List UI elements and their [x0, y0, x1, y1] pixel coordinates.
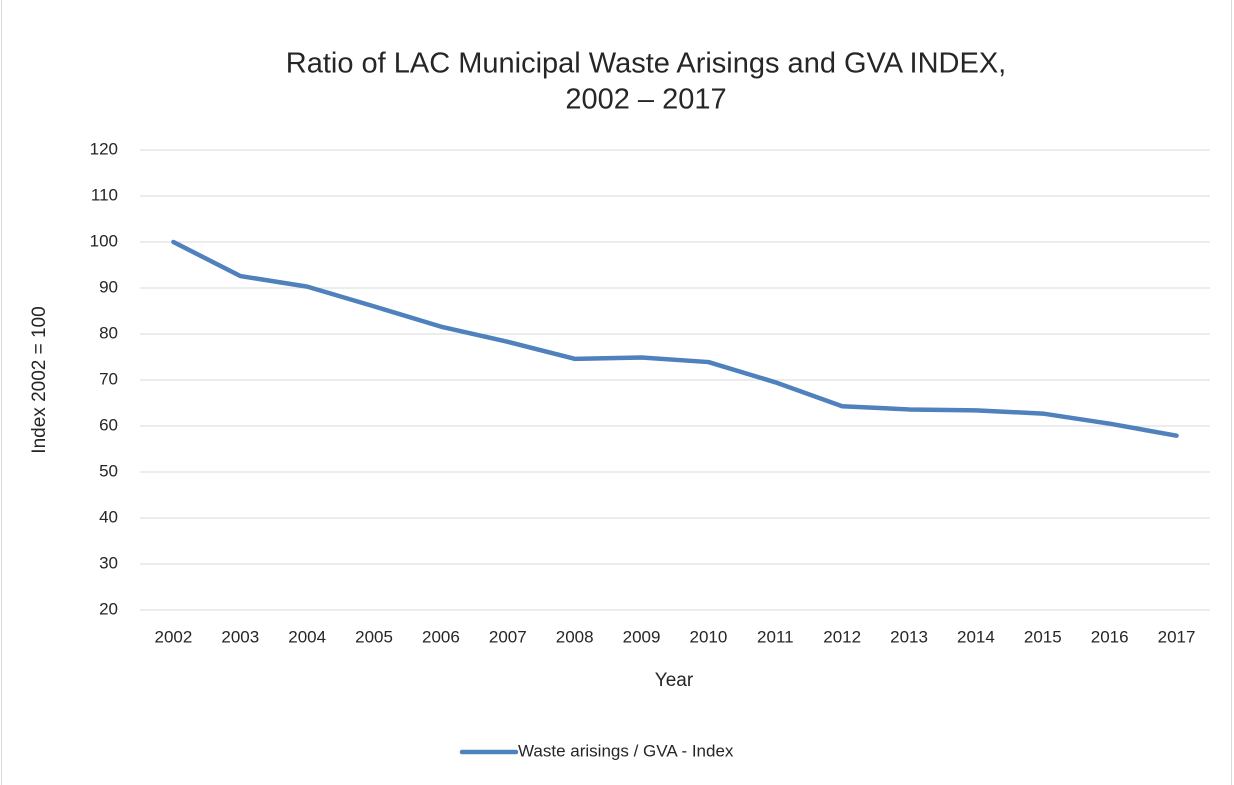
- x-tick-label: 2017: [1158, 627, 1196, 646]
- y-tick-label: 70: [99, 369, 118, 388]
- y-tick-label: 50: [99, 461, 118, 480]
- y-axis-label: Index 2002 = 100: [29, 306, 50, 453]
- x-tick-label: 2002: [155, 627, 193, 646]
- x-tick-label: 2006: [422, 627, 460, 646]
- chart-title: Ratio of LAC Municipal Waste Arisings an…: [286, 48, 1006, 80]
- x-tick-label: 2007: [489, 627, 527, 646]
- y-tick-label: 30: [99, 553, 118, 572]
- x-tick-label: 2014: [957, 627, 995, 646]
- x-tick-label: 2012: [823, 627, 861, 646]
- x-tick-label: 2015: [1024, 627, 1062, 646]
- x-tick-label: 2013: [890, 627, 928, 646]
- data-line: [171, 239, 1179, 438]
- y-tick-label: 110: [91, 185, 118, 204]
- y-tick-label: 90: [99, 277, 118, 296]
- x-tick-label: 2016: [1091, 627, 1129, 646]
- x-tick-label: 2005: [355, 627, 393, 646]
- x-tick-label: 2010: [690, 627, 728, 646]
- x-tick-label: 2008: [556, 627, 594, 646]
- x-tick-label: 2011: [757, 627, 794, 646]
- legend-label: Waste arisings / GVA - Index: [518, 741, 734, 760]
- y-tick-label: 120: [90, 139, 118, 158]
- y-tick-label: 80: [99, 323, 118, 342]
- chart-title: 2002 – 2017: [565, 84, 726, 116]
- x-tick-label: 2003: [221, 627, 259, 646]
- y-tick-label: 100: [90, 231, 118, 250]
- x-tick-label: 2009: [623, 627, 661, 646]
- x-axis-label: Year: [655, 670, 694, 691]
- y-tick-label: 40: [99, 507, 118, 526]
- x-tick-label: 2004: [288, 627, 326, 646]
- y-tick-label: 20: [99, 599, 118, 618]
- y-tick-label: 60: [99, 415, 118, 434]
